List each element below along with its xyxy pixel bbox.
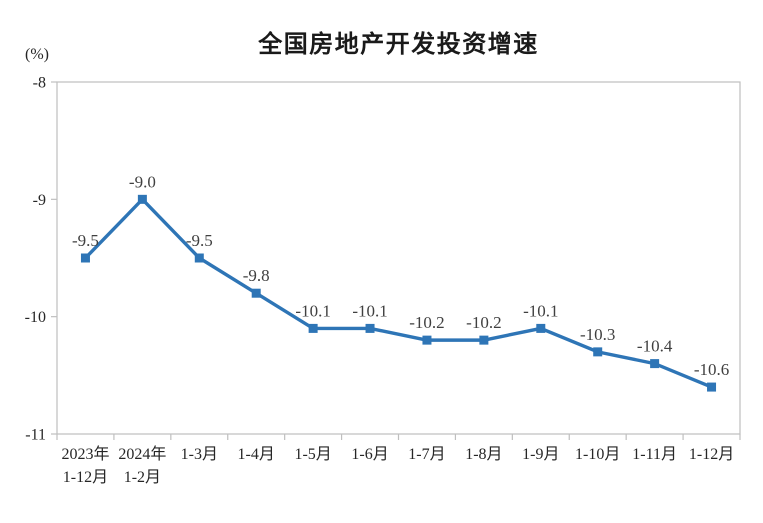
data-point-marker <box>365 323 375 333</box>
data-label: -10.3 <box>580 325 615 344</box>
x-tick-label: 1-10月 <box>575 446 620 463</box>
data-point-marker <box>80 253 90 263</box>
data-point-marker <box>422 335 432 345</box>
data-point-marker <box>137 194 147 204</box>
y-tick-label: -10 <box>25 309 46 326</box>
y-axis-unit-label: (%) <box>25 46 49 63</box>
x-tick-label: 1-4月 <box>238 446 275 463</box>
y-tick-label: -8 <box>33 75 46 92</box>
data-label: -9.5 <box>72 231 99 250</box>
x-tick-label: 1-9月 <box>522 446 559 463</box>
data-point-marker <box>194 253 204 263</box>
x-tick-label: 1-2月 <box>124 469 161 486</box>
y-tick-label: -11 <box>25 427 46 444</box>
data-label: -10.4 <box>637 337 673 356</box>
data-label: -10.6 <box>694 360 729 379</box>
data-point-marker <box>479 335 489 345</box>
data-label: -9.5 <box>186 231 213 250</box>
data-point-marker <box>536 323 546 333</box>
plot-border <box>56 81 741 435</box>
data-point-marker <box>308 323 318 333</box>
data-point-marker <box>251 288 261 298</box>
data-point-marker <box>650 359 660 369</box>
chart-title: 全国房地产开发投资增速 <box>258 31 539 58</box>
data-label: -10.1 <box>352 301 387 320</box>
series-line <box>84 196 713 389</box>
data-label: -9.8 <box>243 266 270 285</box>
x-tick-label: 1-5月 <box>294 446 331 463</box>
data-point-marker <box>707 382 717 392</box>
x-tick-label: 1-8月 <box>465 446 502 463</box>
data-label: -9.0 <box>129 172 156 191</box>
data-label: -10.1 <box>523 301 558 320</box>
data-label: -10.2 <box>409 313 444 332</box>
x-tick-label: 1-3月 <box>181 446 218 463</box>
x-tick-label: 1-12月 <box>63 469 108 486</box>
x-tick-label: 2024年 <box>118 445 166 463</box>
data-point-marker <box>593 347 603 357</box>
x-tick-label: 1-12月 <box>689 446 734 463</box>
x-tick-label: 1-6月 <box>351 446 388 463</box>
data-label: -10.1 <box>295 301 330 320</box>
y-tick-label: -9 <box>33 192 46 209</box>
data-label: -10.2 <box>466 313 501 332</box>
x-tick-label: 1-11月 <box>632 446 677 463</box>
x-tick-label: 2023年 <box>61 445 109 463</box>
x-tick-label: 1-7月 <box>408 446 445 463</box>
